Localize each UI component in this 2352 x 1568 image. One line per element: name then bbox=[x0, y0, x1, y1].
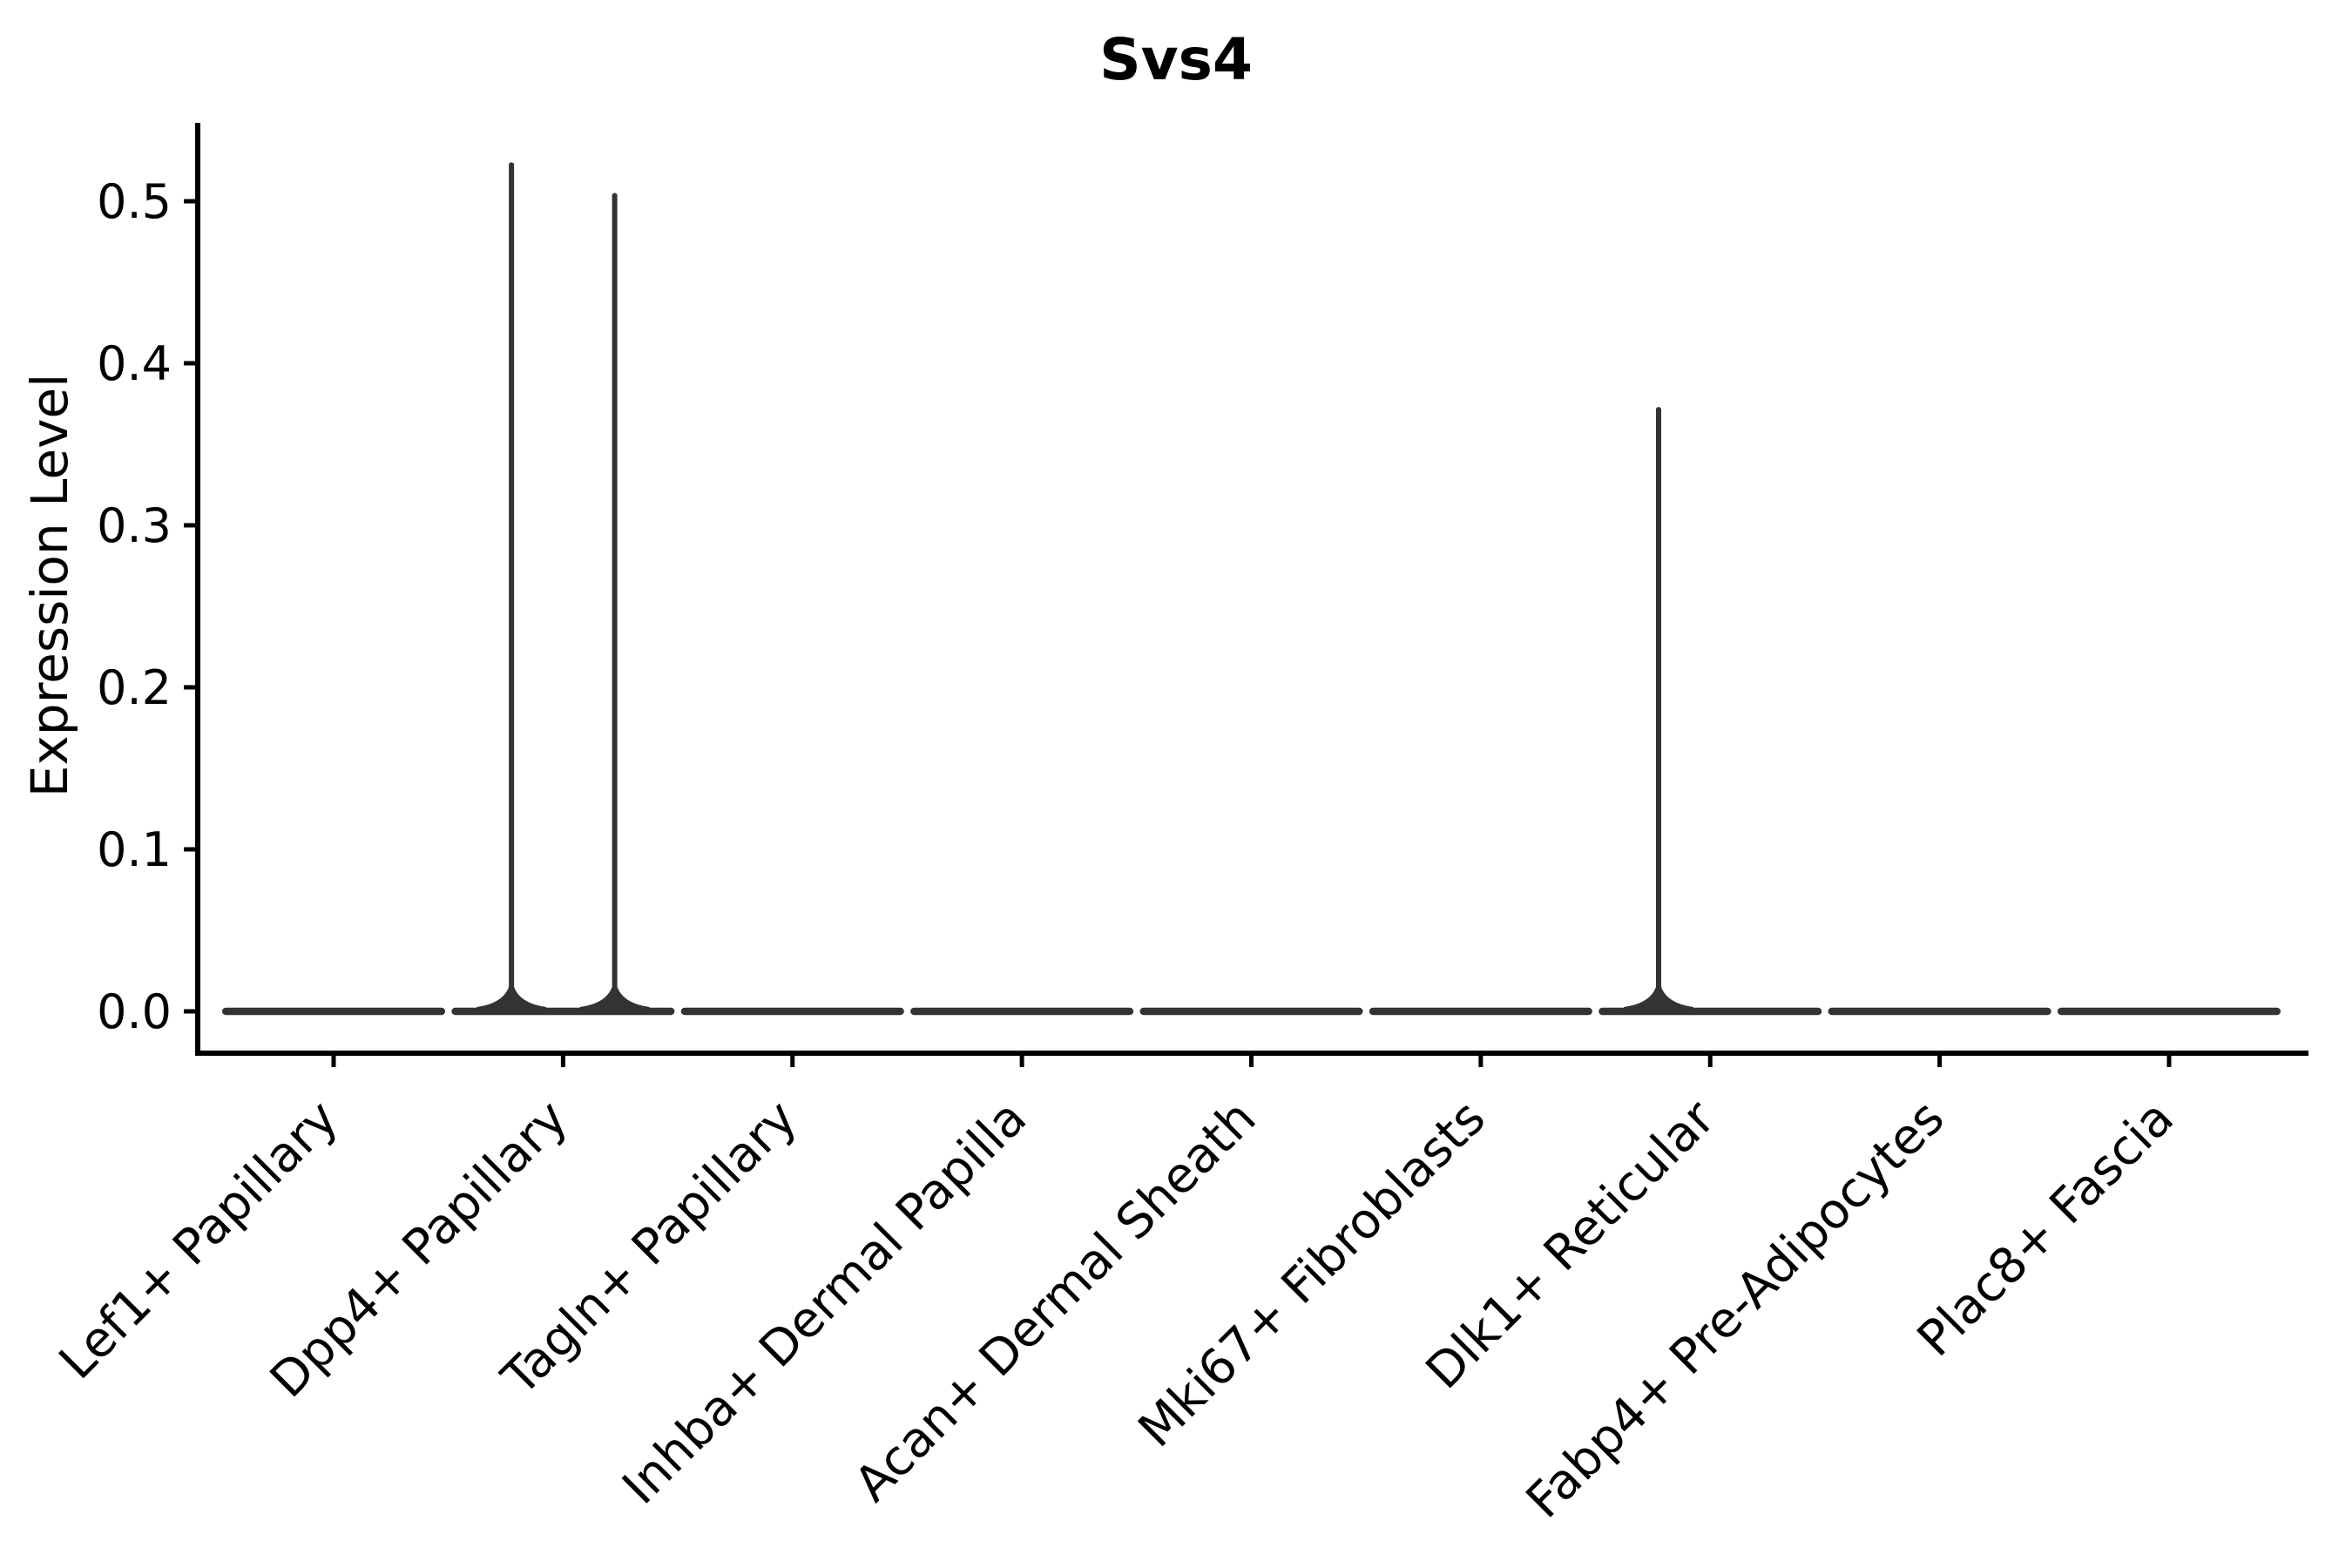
y-tick-label: 0.5 bbox=[97, 174, 172, 229]
x-tick-label: Fabp4+ Pre-Adipocytes bbox=[1516, 1090, 1956, 1530]
y-tick-label: 0.0 bbox=[97, 984, 172, 1039]
y-tick-label: 0.1 bbox=[97, 822, 172, 877]
y-tick-label: 0.2 bbox=[97, 660, 172, 715]
y-tick-label: 0.4 bbox=[97, 336, 172, 391]
chart-title: Svs4 bbox=[1099, 26, 1253, 93]
y-tick-label: 0.3 bbox=[97, 498, 172, 553]
violin-spike bbox=[579, 193, 650, 1011]
violin-spike bbox=[476, 162, 547, 1012]
violin-spike bbox=[1623, 407, 1693, 1012]
x-tick-label: Acan+ Dermal Sheath bbox=[844, 1090, 1267, 1513]
x-tick-label: Inhba+ Dermal Papilla bbox=[612, 1090, 1037, 1516]
